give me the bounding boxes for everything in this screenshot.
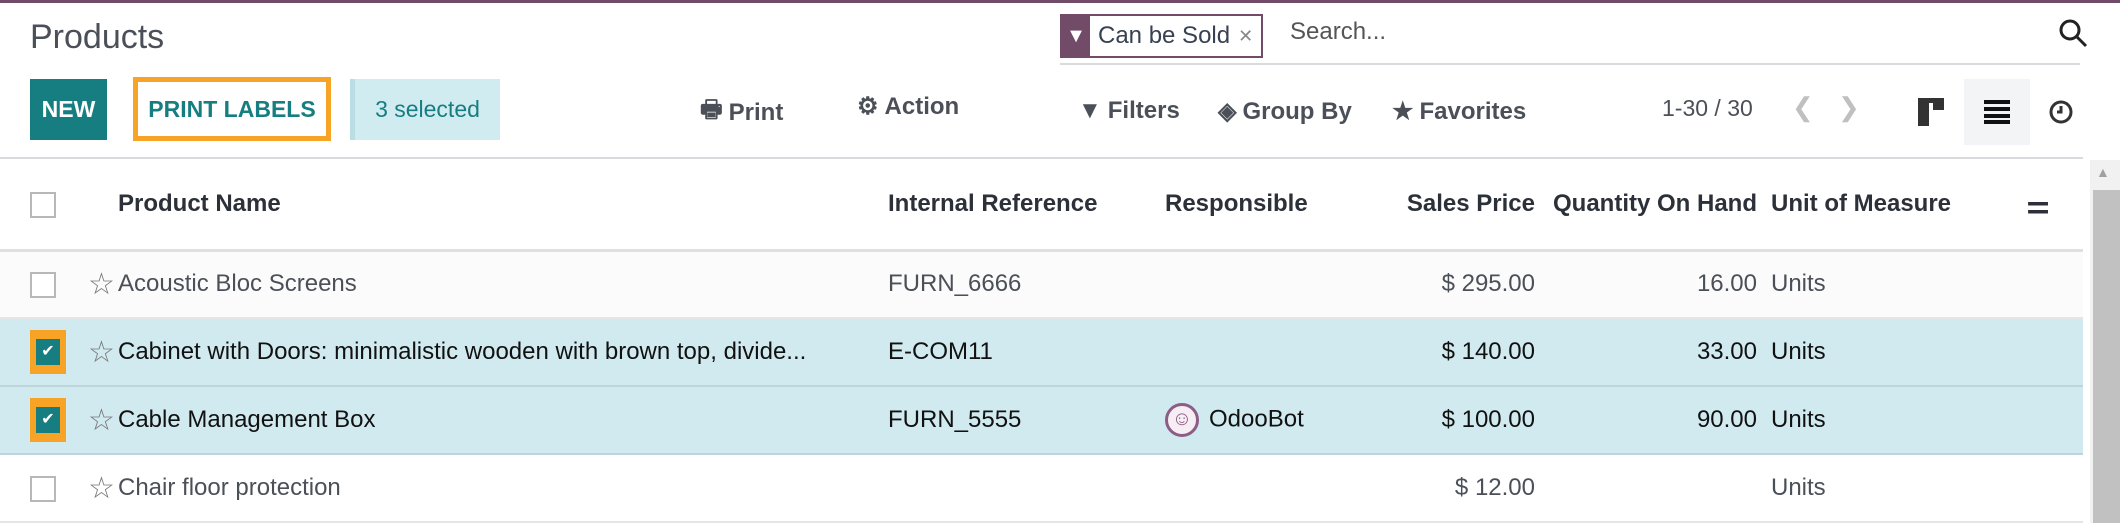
star-icon[interactable]: ☆ (88, 335, 115, 369)
list-icon (1984, 100, 2010, 124)
internal-reference: FURN_6666 (888, 250, 1165, 319)
unit-of-measure: Units (1757, 250, 1993, 319)
product-name: Cable Management Box (118, 386, 888, 455)
sales-price: $ 100.00 (1355, 386, 1535, 455)
table-row[interactable]: ☆ Acoustic Bloc Screens FURN_6666 $ 295.00 1… (0, 250, 2083, 319)
responsible: ☺ OdooBot (1165, 386, 1355, 455)
page-title: Products (30, 18, 165, 56)
scrollbar-thumb[interactable] (2093, 190, 2120, 523)
filter-icon: ▼ (1062, 16, 1090, 56)
chevron-right-icon[interactable]: ❯ (1838, 92, 1860, 122)
action-button[interactable]: ⚙ Action (857, 92, 960, 121)
product-name: Acoustic Bloc Screens (118, 250, 888, 319)
unit-of-measure: Units (1757, 454, 1993, 523)
internal-reference: E-COM11 (888, 318, 1165, 387)
table-row[interactable]: ☆ Chair floor protection $ 12.00 Units (0, 454, 2083, 523)
row-checkbox[interactable] (30, 475, 56, 502)
kanban-icon (1918, 98, 1944, 126)
select-all-checkbox[interactable] (30, 191, 56, 218)
list-view-button[interactable] (1964, 79, 2030, 145)
product-name: Cabinet with Doors: minimalistic wooden … (118, 318, 888, 387)
responsible (1165, 318, 1355, 387)
new-button[interactable]: NEW (30, 79, 107, 140)
responsible (1165, 454, 1355, 523)
pager-value[interactable]: 1-30 / 30 (1662, 95, 1753, 121)
search-input[interactable]: Search... (1290, 18, 1387, 45)
table-row[interactable]: ✔ ☆ Cable Management Box FURN_5555 ☺ OdooBot $… (0, 386, 2083, 455)
row-checkbox[interactable]: ✔ (30, 398, 66, 442)
sales-price: $ 295.00 (1355, 250, 1535, 319)
table-row[interactable]: ✔ ☆ Cabinet with Doors: minimalistic woode… (0, 318, 2083, 387)
remove-facet-icon[interactable]: ✕ (1238, 25, 1254, 46)
quantity-on-hand: 33.00 (1535, 318, 1757, 387)
printer-icon: 🖶 (700, 96, 723, 123)
header-separator (0, 157, 2083, 159)
row-checkbox[interactable]: ✔ (30, 330, 66, 374)
star-icon: ★ (1392, 98, 1414, 125)
layers-icon: ◈ (1218, 98, 1237, 125)
gear-icon: ⚙ (857, 93, 879, 120)
print-labels-button[interactable]: PRINT LABELS (133, 77, 331, 141)
star-icon[interactable]: ☆ (88, 471, 115, 505)
scroll-up-arrow[interactable]: ▲ (2096, 164, 2110, 180)
favorites-button[interactable]: ★ Favorites (1392, 97, 1527, 126)
quantity-on-hand: 16.00 (1535, 250, 1757, 319)
row-checkbox[interactable] (30, 271, 56, 298)
internal-reference: FURN_5555 (888, 386, 1165, 455)
print-button[interactable]: 🖶 Print (700, 92, 783, 133)
group-by-button[interactable]: ◈ Group By (1218, 97, 1352, 126)
responsible (1165, 250, 1355, 319)
col-product-name[interactable]: Product Name (118, 160, 888, 252)
unit-of-measure: Units (1757, 386, 1993, 455)
activity-view-button[interactable] (2028, 79, 2094, 145)
table-header: Product Name Internal Reference Responsi… (0, 160, 2083, 252)
filters-button[interactable]: ▼ Filters (1078, 97, 1180, 124)
filter-icon: ▼ (1078, 97, 1102, 124)
search-underline (1060, 63, 2080, 65)
col-responsible[interactable]: Responsible (1165, 160, 1355, 252)
col-internal-reference[interactable]: Internal Reference (888, 160, 1165, 252)
col-sales-price[interactable]: Sales Price (1355, 160, 1535, 252)
star-icon[interactable]: ☆ (88, 403, 115, 437)
products-table: Product Name Internal Reference Responsi… (0, 160, 2083, 523)
sales-price: $ 140.00 (1355, 318, 1535, 387)
facet-label: Can be Sold (1098, 22, 1231, 49)
kanban-view-button[interactable] (1898, 79, 1964, 145)
search-icon[interactable] (2058, 18, 2088, 48)
star-icon[interactable]: ☆ (88, 267, 115, 301)
quantity-on-hand (1535, 454, 1757, 523)
selected-count-badge[interactable]: 3 selected (350, 79, 500, 140)
search-facet: ▼ Can be Sold ✕ (1060, 14, 1264, 58)
col-unit-of-measure[interactable]: Unit of Measure (1757, 160, 1993, 252)
sales-price: $ 12.00 (1355, 454, 1535, 523)
check-icon: ✔ (36, 339, 60, 365)
avatar: ☺ (1165, 403, 1199, 437)
col-quantity-on-hand[interactable]: Quantity On Hand (1535, 160, 1757, 252)
product-name: Chair floor protection (118, 454, 888, 523)
quantity-on-hand: 90.00 (1535, 386, 1757, 455)
chevron-left-icon[interactable]: ❮ (1792, 92, 1814, 122)
internal-reference (888, 454, 1165, 523)
top-bar (0, 0, 2120, 3)
unit-of-measure: Units (1757, 318, 1993, 387)
clock-icon (2049, 100, 2073, 124)
check-icon: ✔ (36, 407, 60, 433)
optional-columns-icon[interactable]: ⚌ (2026, 188, 2050, 219)
